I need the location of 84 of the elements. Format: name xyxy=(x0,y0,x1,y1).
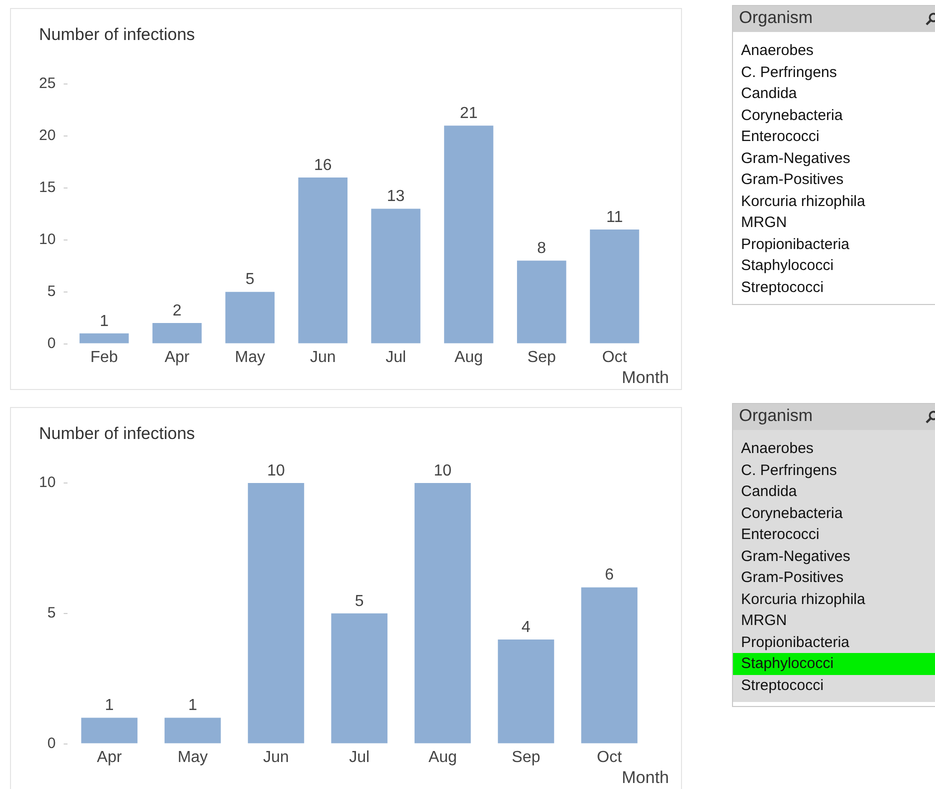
data-label: 6 xyxy=(604,566,614,584)
category-label: Enterococci xyxy=(733,126,935,148)
x-axis-title: Month xyxy=(622,368,669,388)
text: Organism xyxy=(733,6,935,32)
category-label: C. Perfringens xyxy=(733,62,935,83)
category-label: Candida xyxy=(733,83,935,104)
data-label: 1 xyxy=(100,312,109,330)
category-label: Korcuria rhizophila xyxy=(733,588,935,610)
category-label: Propionibacteria xyxy=(733,234,935,255)
bar xyxy=(444,126,494,344)
category-label: Gram-Negatives xyxy=(733,148,935,169)
bar xyxy=(331,613,388,744)
category-label: Staphylococci xyxy=(733,255,935,276)
data-label: 5 xyxy=(354,592,364,610)
x-tick-label: May xyxy=(178,748,208,766)
category-label: Gram-Positives xyxy=(733,169,935,190)
category-label: Gram-Positives xyxy=(733,567,935,588)
bar xyxy=(590,229,640,344)
x-tick-label: Aug xyxy=(428,748,457,766)
y-axis-title: Number of infections xyxy=(39,25,195,44)
category-label: Propionibacteria xyxy=(733,632,935,653)
x-tick-label: Jun xyxy=(263,748,289,766)
x-tick-label: Jul xyxy=(386,348,406,366)
x-tick-label: Oct xyxy=(596,748,622,766)
category-label: Staphylococci xyxy=(733,653,935,674)
y-tick-label: 15 xyxy=(38,179,56,196)
data-label: 5 xyxy=(246,271,255,288)
data-label: 1 xyxy=(104,697,114,714)
bar xyxy=(80,333,129,344)
category-label: Korcuria rhizophila xyxy=(733,190,935,212)
x-tick-label: Aug xyxy=(454,348,483,366)
data-label: 1 xyxy=(188,697,198,714)
x-tick-label: Apr xyxy=(96,748,122,766)
y-tick-label: 20 xyxy=(38,127,56,144)
category-label: Streptococci xyxy=(733,276,935,298)
bar xyxy=(248,483,304,744)
bar xyxy=(371,208,420,344)
category-label: Corynebacteria xyxy=(733,104,935,126)
data-label: 21 xyxy=(460,104,478,122)
y-tick-label: 10 xyxy=(38,231,56,248)
category-label: Candida xyxy=(733,481,935,502)
y-tick-label: 10 xyxy=(38,474,56,492)
category-label: Streptococci xyxy=(733,674,935,696)
x-tick-label: Jul xyxy=(349,748,370,766)
y-tick-label: 0 xyxy=(47,734,56,752)
data-label: 10 xyxy=(267,462,286,480)
x-tick-label: Jun xyxy=(310,348,336,366)
x-tick-label: May xyxy=(234,348,266,366)
bar xyxy=(225,292,275,344)
category-label: Anaerobes xyxy=(733,438,935,460)
bar xyxy=(517,260,566,344)
category-label: Anaerobes xyxy=(733,40,935,62)
x-tick-label: Feb xyxy=(90,348,118,366)
data-label: 8 xyxy=(537,240,546,258)
bar xyxy=(152,323,202,344)
category-label: MRGN xyxy=(733,610,935,632)
x-tick-label: Apr xyxy=(164,348,190,366)
category-label: MRGN xyxy=(733,212,935,234)
bar xyxy=(81,718,138,744)
y-tick-label: 5 xyxy=(47,604,56,622)
data-label: 16 xyxy=(314,156,332,174)
bar xyxy=(498,639,554,744)
data-label: 13 xyxy=(386,188,405,206)
text: Organism xyxy=(733,404,935,430)
category-label: C. Perfringens xyxy=(733,460,935,481)
x-tick-label: Sep xyxy=(512,748,540,766)
x-tick-label: Sep xyxy=(527,348,556,366)
data-label: 11 xyxy=(606,208,623,226)
x-axis-title: Month xyxy=(622,768,669,788)
bar xyxy=(581,587,638,744)
category-label: Corynebacteria xyxy=(733,502,935,524)
y-axis-title: Number of infections xyxy=(39,424,195,444)
category-label: Gram-Negatives xyxy=(733,546,935,567)
bar xyxy=(414,483,471,744)
data-label: 2 xyxy=(172,302,182,320)
data-label: 4 xyxy=(522,618,531,636)
y-tick-label: 0 xyxy=(47,334,56,352)
category-label: Enterococci xyxy=(733,524,935,546)
bar xyxy=(164,718,221,744)
bar xyxy=(298,178,348,344)
y-tick-label: 25 xyxy=(38,75,56,92)
x-tick-label: Oct xyxy=(602,348,628,366)
y-tick-label: 5 xyxy=(47,282,56,300)
data-label: 10 xyxy=(434,462,452,480)
